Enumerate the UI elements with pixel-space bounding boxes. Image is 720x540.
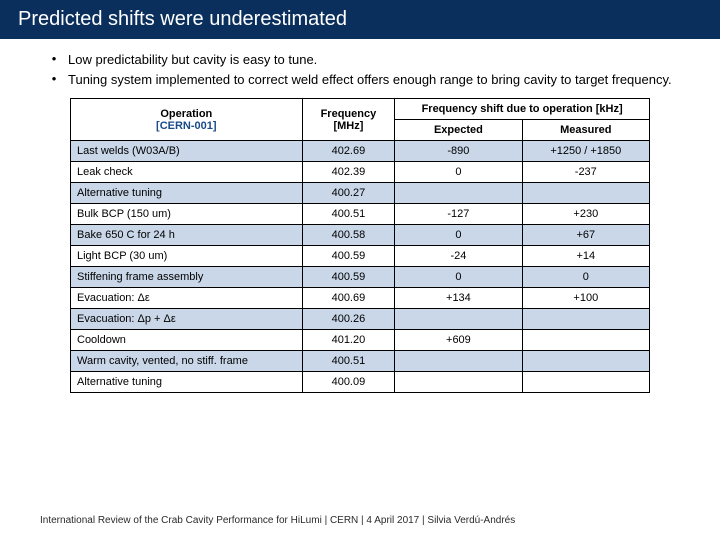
table-row: Cooldown401.20+609 [71,330,650,351]
table-cell: Cooldown [71,330,303,351]
table-cell [522,351,649,372]
th-frequency-sub: [MHz] [309,120,389,132]
table-cell [522,309,649,330]
th-expected: Expected [395,120,522,141]
table-cell: 402.69 [302,141,395,162]
bullet-text: Low predictability but cavity is easy to… [68,51,680,69]
bullet-dot-icon: • [40,71,68,89]
data-table-container: Operation [CERN-001] Frequency [MHz] Fre… [0,98,720,393]
table-row: Evacuation: Δp + Δε400.26 [71,309,650,330]
table-cell [522,330,649,351]
bullet-item: • Low predictability but cavity is easy … [40,51,680,69]
table-row: Bulk BCP (150 um)400.51-127+230 [71,204,650,225]
table-cell: Light BCP (30 um) [71,246,303,267]
table-cell [522,183,649,204]
table-cell [395,372,522,393]
table-cell: 400.58 [302,225,395,246]
th-measured: Measured [522,120,649,141]
table-cell: 400.09 [302,372,395,393]
table-cell: +609 [395,330,522,351]
table-cell: 0 [395,162,522,183]
table-row: Leak check402.390-237 [71,162,650,183]
table-cell: Warm cavity, vented, no stiff. frame [71,351,303,372]
th-frequency: Frequency [MHz] [302,99,395,141]
bullet-text: Tuning system implemented to correct wel… [68,71,680,89]
table-cell: 0 [395,225,522,246]
table-cell: -237 [522,162,649,183]
table-cell: Alternative tuning [71,183,303,204]
table-cell: 402.39 [302,162,395,183]
table-cell: Alternative tuning [71,372,303,393]
table-row: Alternative tuning400.27 [71,183,650,204]
table-cell: +134 [395,288,522,309]
table-cell: Bake 650 C for 24 h [71,225,303,246]
table-row: Stiffening frame assembly400.5900 [71,267,650,288]
table-cell [395,351,522,372]
table-cell [395,309,522,330]
table-cell: Leak check [71,162,303,183]
table-row: Bake 650 C for 24 h400.580+67 [71,225,650,246]
table-cell: 0 [395,267,522,288]
th-frequency-label: Frequency [309,108,389,120]
table-cell: +67 [522,225,649,246]
table-head: Operation [CERN-001] Frequency [MHz] Fre… [71,99,650,141]
th-operation: Operation [CERN-001] [71,99,303,141]
data-table: Operation [CERN-001] Frequency [MHz] Fre… [70,98,650,393]
slide-footer: International Review of the Crab Cavity … [40,515,515,526]
table-cell: Bulk BCP (150 um) [71,204,303,225]
table-cell: +230 [522,204,649,225]
table-cell: Stiffening frame assembly [71,267,303,288]
bullet-item: • Tuning system implemented to correct w… [40,71,680,89]
table-row: Warm cavity, vented, no stiff. frame400.… [71,351,650,372]
bullet-dot-icon: • [40,51,68,69]
table-cell: Last welds (W03A/B) [71,141,303,162]
table-cell: -127 [395,204,522,225]
table-cell: -890 [395,141,522,162]
table-cell: 400.51 [302,204,395,225]
bullet-list: • Low predictability but cavity is easy … [0,39,720,98]
table-row: Evacuation: Δε400.69+134+100 [71,288,650,309]
table-row: Alternative tuning400.09 [71,372,650,393]
table-cell: Evacuation: Δε [71,288,303,309]
table-cell: Evacuation: Δp + Δε [71,309,303,330]
table-cell: 401.20 [302,330,395,351]
slide-title: Predicted shifts were underestimated [0,0,720,39]
table-cell: 400.59 [302,267,395,288]
table-cell: +14 [522,246,649,267]
table-cell: 400.27 [302,183,395,204]
table-cell: +100 [522,288,649,309]
table-cell: 0 [522,267,649,288]
table-cell: 400.51 [302,351,395,372]
table-cell: 400.69 [302,288,395,309]
table-cell: +1250 / +1850 [522,141,649,162]
th-operation-sub: [CERN-001] [77,120,296,132]
table-cell [522,372,649,393]
table-cell: 400.26 [302,309,395,330]
th-operation-label: Operation [77,108,296,120]
table-row: Light BCP (30 um)400.59-24+14 [71,246,650,267]
table-row: Last welds (W03A/B)402.69-890+1250 / +18… [71,141,650,162]
table-cell [395,183,522,204]
table-cell: -24 [395,246,522,267]
table-cell: 400.59 [302,246,395,267]
table-body: Last welds (W03A/B)402.69-890+1250 / +18… [71,141,650,393]
th-shift-group: Frequency shift due to operation [kHz] [395,99,650,120]
